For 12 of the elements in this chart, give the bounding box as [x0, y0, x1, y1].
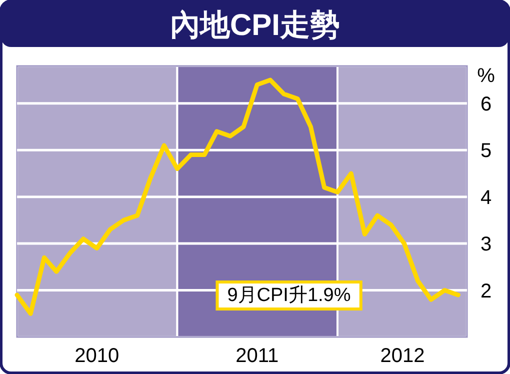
y-tick-label: 3 [480, 234, 492, 256]
x-tick-label: 2012 [380, 345, 425, 367]
annotation: 9月CPI升1.9% [227, 285, 351, 306]
chart-title: 內地CPI走勢 [170, 9, 340, 42]
y-tick-label: 6 [480, 93, 492, 116]
y-tick-label: 2 [480, 280, 492, 302]
y-axis-title: % [477, 65, 496, 87]
y-tick-label: 4 [480, 186, 492, 209]
y-tick-label: 5 [480, 140, 492, 162]
x-tick-label: 2010 [74, 345, 120, 367]
x-tick-label: 2011 [236, 345, 279, 367]
line-series [14, 78, 460, 316]
